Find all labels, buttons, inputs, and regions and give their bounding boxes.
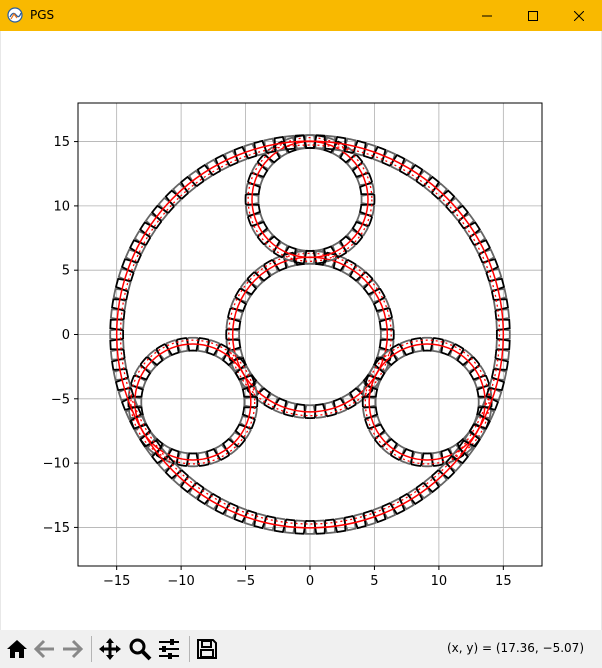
pitch-circle xyxy=(115,140,505,529)
x-tick-label: 5 xyxy=(370,574,378,589)
gear-profile-secondary xyxy=(225,250,395,419)
minimize-icon xyxy=(482,15,492,16)
y-tick-label: −5 xyxy=(51,392,70,407)
reference-circle xyxy=(119,144,501,525)
back-button[interactable] xyxy=(33,637,57,661)
window-title: PGS xyxy=(30,8,55,22)
gear-profile-secondary xyxy=(244,134,376,265)
pan-button[interactable] xyxy=(98,637,122,661)
forward-arrow-icon xyxy=(63,639,83,659)
configure-subplots-button[interactable] xyxy=(157,637,181,661)
configure-subplots-icon xyxy=(159,639,179,659)
zoom-button[interactable] xyxy=(128,637,152,661)
figure-canvas[interactable]: −15 −10 −5 0 5 10 15 −15 −10 −5 0 5 10 15 xyxy=(0,31,602,630)
x-tick-label: 0 xyxy=(306,574,314,589)
maximize-button[interactable] xyxy=(510,0,556,31)
y-tick-label: 15 xyxy=(53,135,70,150)
close-icon xyxy=(574,10,584,21)
gear-profile xyxy=(225,250,395,419)
close-button[interactable] xyxy=(556,0,602,31)
back-arrow-icon xyxy=(34,639,54,659)
gear-profile-secondary xyxy=(109,134,511,535)
gear-plot[interactable]: −15 −10 −5 0 5 10 15 −15 −10 −5 0 5 10 15 xyxy=(1,31,601,630)
x-tick-label: 15 xyxy=(495,574,512,589)
pan-icon xyxy=(99,638,121,660)
y-tick-label: 10 xyxy=(53,199,70,214)
y-tick-label: 0 xyxy=(62,328,70,343)
forward-button[interactable] xyxy=(60,637,84,661)
minimize-button[interactable] xyxy=(464,0,510,31)
reference-circle xyxy=(228,252,392,417)
x-tick-label: −15 xyxy=(103,574,130,589)
app-icon xyxy=(7,7,23,23)
cursor-coordinates: (x, y) = (17.36, −5.07) xyxy=(447,641,584,655)
gear-profiles xyxy=(109,134,511,535)
reference-circle xyxy=(364,339,490,465)
x-tick-label: −10 xyxy=(167,574,194,589)
gear-profile-secondary xyxy=(362,336,493,468)
home-icon xyxy=(7,640,27,658)
x-tick-label: 10 xyxy=(431,574,448,589)
grid-lines xyxy=(78,103,542,566)
toolbar-separator xyxy=(189,636,190,662)
maximize-icon xyxy=(528,10,538,21)
y-tick-label: 5 xyxy=(62,264,70,279)
toolbar-separator xyxy=(91,636,92,662)
gear-profile xyxy=(109,134,511,535)
save-button[interactable] xyxy=(195,637,219,661)
y-tick-label: −10 xyxy=(43,457,70,472)
save-icon xyxy=(197,639,217,659)
y-tick-label: −15 xyxy=(43,521,70,536)
gear-profile-secondary xyxy=(127,336,258,468)
axis-ticks: −15 −10 −5 0 5 10 15 −15 −10 −5 0 5 10 15 xyxy=(43,135,512,589)
x-tick-label: −5 xyxy=(236,574,255,589)
home-button[interactable] xyxy=(5,637,29,661)
reference-circle xyxy=(247,136,373,262)
navigation-toolbar: (x, y) = (17.36, −5.07) xyxy=(0,630,602,668)
zoom-icon xyxy=(129,638,152,661)
reference-circle xyxy=(130,339,256,465)
title-bar: PGS xyxy=(0,0,602,31)
